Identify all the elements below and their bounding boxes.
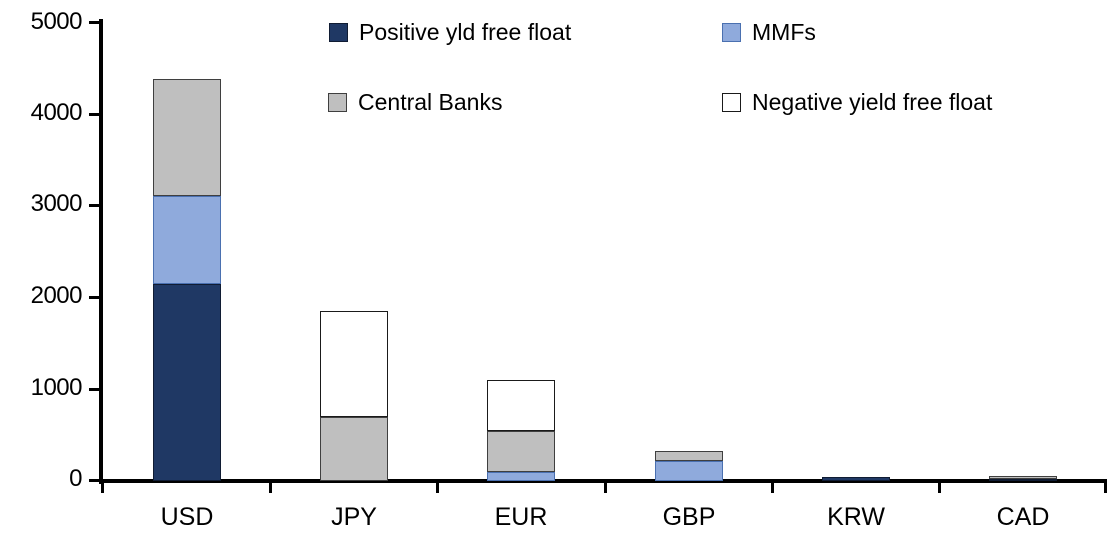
y-tick-label: 2000 <box>30 282 83 309</box>
y-tick-label: 1000 <box>30 374 83 401</box>
bar-segment-central-banks <box>654 450 723 461</box>
bar-segment-positive-yld-free-float <box>822 477 890 481</box>
legend-item-positive-yld-free-float: Positive yld free float <box>329 20 571 44</box>
x-tick <box>938 483 941 493</box>
y-tick-label: 0 <box>69 465 82 492</box>
bar-segment-negative-yield-free-float <box>487 380 556 432</box>
x-axis-label-usd: USD <box>160 503 214 531</box>
x-tick <box>101 483 104 493</box>
bar-usd <box>152 78 221 481</box>
bar-segment-central-banks <box>320 416 388 481</box>
y-tick <box>89 21 100 24</box>
legend-item-mmfs: MMFs <box>722 20 816 44</box>
legend-label: Central Banks <box>358 89 503 115</box>
y-tick <box>89 204 100 207</box>
bar-segment-positive-yld-free-float <box>989 478 1058 481</box>
x-axis-label-jpy: JPY <box>331 503 377 531</box>
x-tick <box>604 483 607 493</box>
bar-krw <box>822 477 890 481</box>
x-tick <box>771 483 774 493</box>
x-axis-label-krw: KRW <box>827 503 885 531</box>
y-tick-label: 4000 <box>30 99 83 126</box>
legend-label: Positive yld free float <box>359 19 572 45</box>
x-axis-label-cad: CAD <box>996 503 1050 531</box>
bar-segment-negative-yield-free-float <box>320 311 388 417</box>
plot-area <box>103 22 1107 481</box>
y-tick <box>89 388 100 391</box>
y-axis-line <box>99 19 103 484</box>
legend-swatch-mmfs <box>722 22 741 42</box>
bar-segment-positive-yld-free-float <box>152 283 221 481</box>
legend-swatch-negative-yield-free-float <box>722 92 741 112</box>
bar-segment-central-banks <box>487 431 556 472</box>
legend-label: Negative yield free float <box>752 89 993 115</box>
x-axis-label-gbp: GBP <box>662 503 716 531</box>
bar-segment-mmfs <box>654 460 723 481</box>
bar-segment-central-banks <box>989 475 1058 479</box>
bar-jpy <box>320 311 388 481</box>
legend-item-negative-yield-free-float: Negative yield free float <box>722 90 992 114</box>
x-axis-line <box>99 479 1107 483</box>
x-tick <box>1104 483 1107 493</box>
legend-swatch-central-banks <box>328 92 347 112</box>
legend-item-central-banks: Central Banks <box>328 90 502 114</box>
x-axis-label-eur: EUR <box>494 503 548 531</box>
y-tick-label: 3000 <box>30 190 83 217</box>
bar-segment-mmfs <box>487 471 556 481</box>
y-tick-label: 5000 <box>30 8 83 35</box>
bar-eur <box>487 380 556 481</box>
legend-label: MMFs <box>752 19 816 45</box>
y-tick <box>89 113 100 116</box>
y-tick <box>89 479 100 482</box>
bar-segment-mmfs <box>152 196 221 284</box>
x-tick <box>269 483 272 493</box>
bar-gbp <box>654 450 723 481</box>
legend-swatch-positive-yld-free-float <box>329 22 348 42</box>
x-tick <box>436 483 439 493</box>
y-tick <box>89 296 100 299</box>
bar-cad <box>989 475 1058 481</box>
bar-segment-central-banks <box>152 78 221 197</box>
